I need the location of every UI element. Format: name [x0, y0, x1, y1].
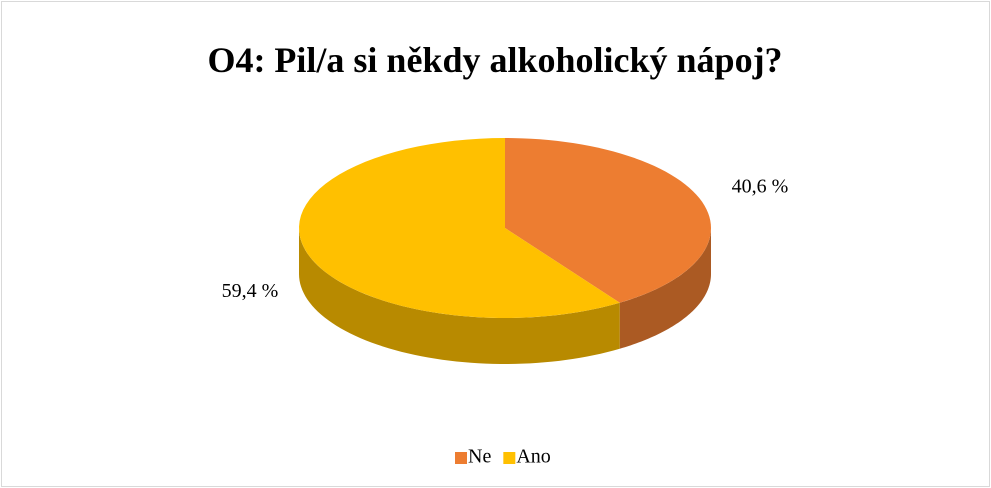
legend-label: Ano	[516, 446, 550, 468]
legend-swatch	[455, 452, 467, 464]
pie-slice	[505, 138, 711, 303]
pie-side	[299, 228, 620, 364]
data-label: 59,4 %	[222, 280, 279, 302]
legend-label: Ne	[468, 446, 491, 468]
pie-side	[619, 228, 711, 349]
pie-slice	[299, 138, 620, 318]
data-label: 40,6 %	[732, 175, 789, 197]
legend-swatch	[503, 452, 516, 464]
chart-title: O4: Pil/a si někdy alkoholický nápoj?	[207, 40, 782, 80]
